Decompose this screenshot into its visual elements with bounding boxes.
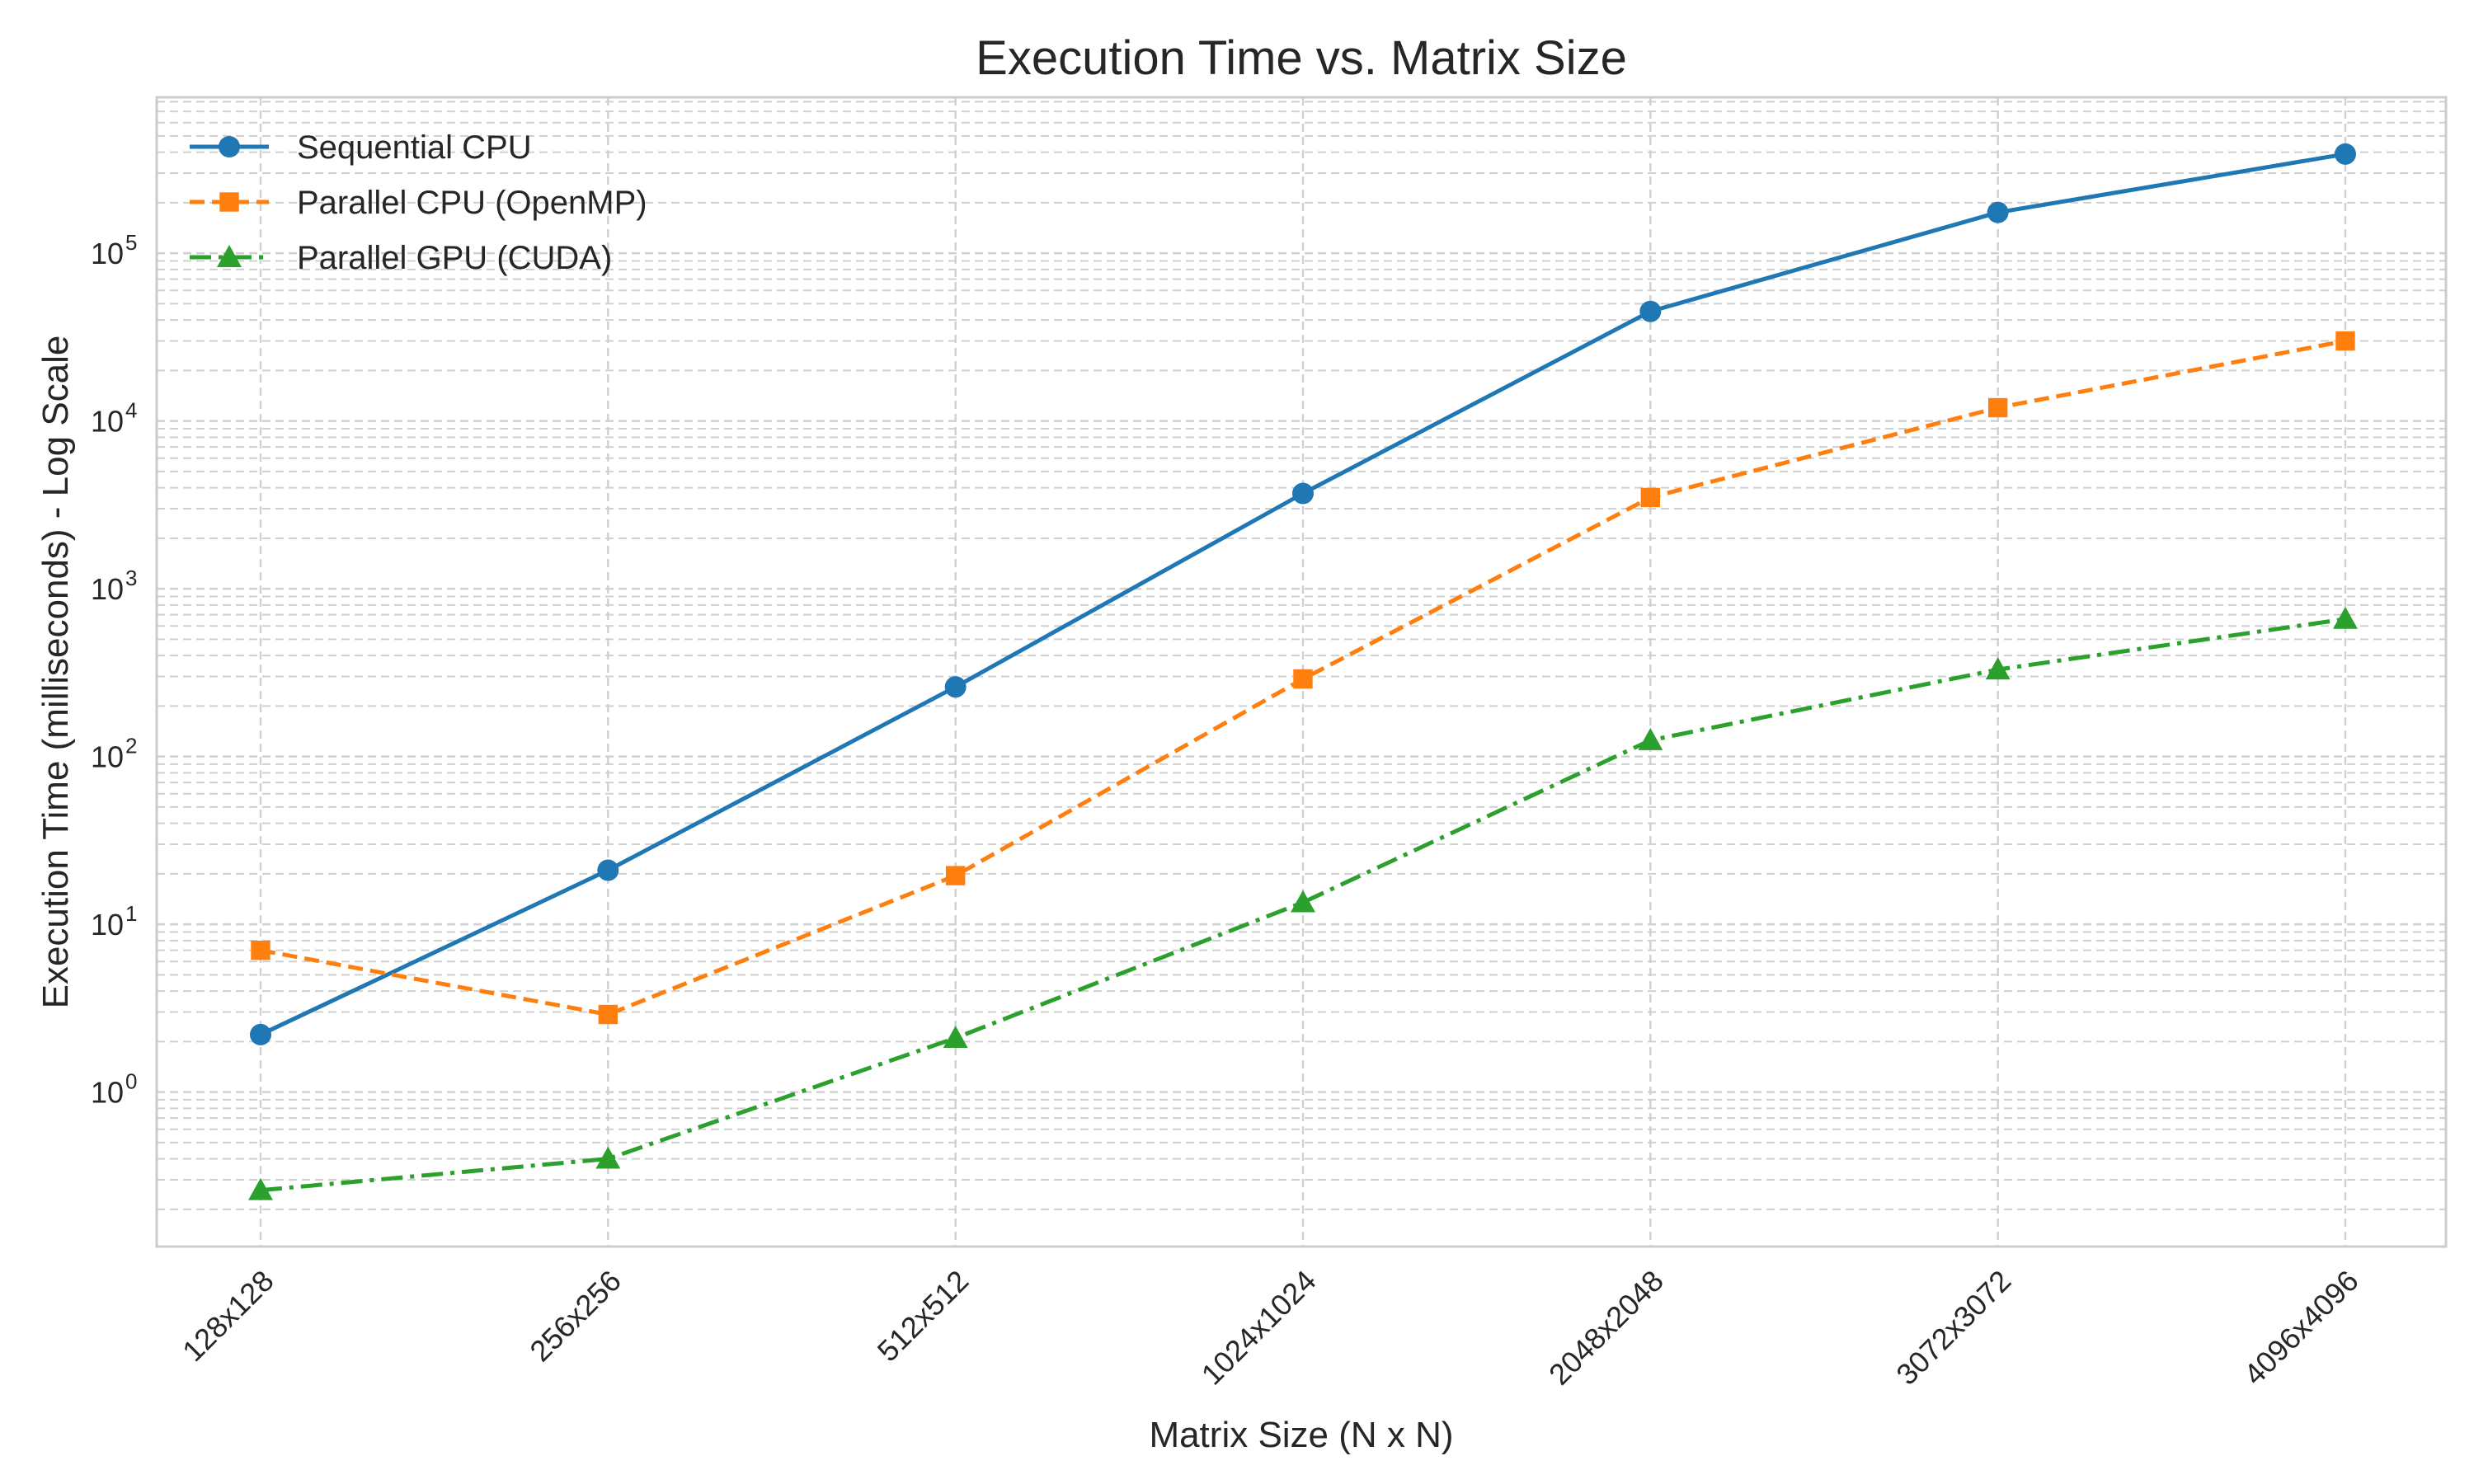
data-point xyxy=(945,866,966,885)
y-tick-exponent: 0 xyxy=(125,1069,137,1094)
legend-item: Parallel GPU (CUDA) xyxy=(190,240,612,276)
x-axis-label: Matrix Size (N x N) xyxy=(1149,1415,1453,1455)
legend: Sequential CPU Parallel CPU (OpenMP) Paral… xyxy=(190,129,647,276)
data-point xyxy=(1291,482,1314,505)
data-point xyxy=(595,1146,621,1169)
series-layer xyxy=(248,143,2358,1200)
legend-label: Sequential CPU xyxy=(297,129,532,166)
chart-title: Execution Time vs. Matrix Size xyxy=(976,31,1627,85)
data-point xyxy=(1638,727,1663,750)
data-point xyxy=(2333,606,2358,629)
data-point xyxy=(597,859,619,881)
series-0 xyxy=(250,143,2356,1045)
data-point xyxy=(2335,331,2355,351)
y-tick-exponent: 3 xyxy=(125,566,137,590)
data-point xyxy=(1639,300,1662,322)
data-point xyxy=(248,1177,273,1200)
data-point xyxy=(943,1026,968,1049)
y-tick-label: 10 xyxy=(91,740,124,774)
y-tick-exponent: 5 xyxy=(125,230,137,255)
y-axis-label: Execution Time (milliseconds) - Log Scal… xyxy=(35,336,76,1009)
data-point xyxy=(1987,397,2008,418)
series-1 xyxy=(251,331,2355,1025)
data-point xyxy=(219,192,239,212)
data-point xyxy=(219,136,240,157)
data-point xyxy=(1985,657,2011,680)
data-point xyxy=(1291,890,1315,913)
legend-item: Sequential CPU xyxy=(190,129,532,166)
y-tick-exponent: 2 xyxy=(125,734,137,758)
data-point xyxy=(251,940,270,960)
legend-label: Parallel CPU (OpenMP) xyxy=(297,185,647,221)
y-tick-label: 10 xyxy=(91,405,124,439)
grid xyxy=(157,97,2446,1247)
data-point xyxy=(944,676,967,698)
data-point xyxy=(1293,669,1313,689)
data-point xyxy=(598,1004,618,1025)
plot-frame xyxy=(155,96,2448,1248)
data-point xyxy=(217,245,242,267)
y-tick-label: 10 xyxy=(91,1076,124,1110)
y-tick-label: 10 xyxy=(91,237,124,270)
y-tick-label: 10 xyxy=(91,908,124,942)
data-point xyxy=(1640,487,1661,508)
y-tick-exponent: 1 xyxy=(125,901,137,926)
legend-label: Parallel GPU (CUDA) xyxy=(297,240,612,276)
data-point xyxy=(250,1023,271,1045)
y-tick-label: 10 xyxy=(91,572,124,606)
data-point xyxy=(2334,143,2356,165)
y-tick-exponent: 4 xyxy=(125,398,137,423)
series-2 xyxy=(248,606,2358,1200)
legend-item: Parallel CPU (OpenMP) xyxy=(190,185,647,221)
data-point xyxy=(1987,201,2009,223)
